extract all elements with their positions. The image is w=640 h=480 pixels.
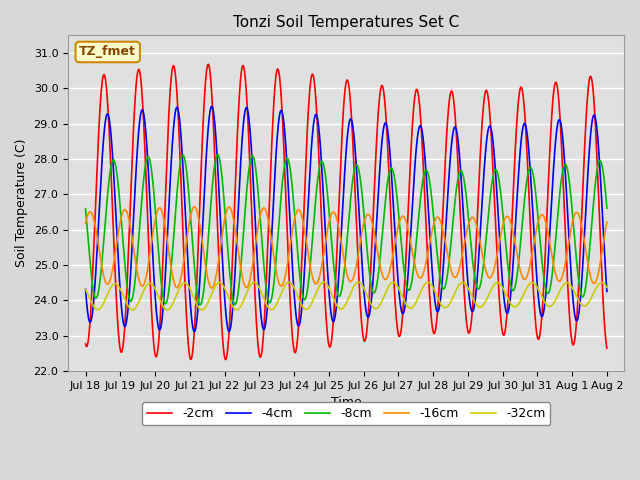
Text: TZ_fmet: TZ_fmet — [79, 46, 136, 59]
-8cm — [603, 205, 611, 211]
-16cm — [588, 278, 596, 284]
-2cm — [588, 80, 596, 85]
Line: -16cm: -16cm — [86, 207, 607, 288]
Legend: -2cm, -4cm, -8cm, -16cm, -32cm: -2cm, -4cm, -8cm, -16cm, -32cm — [142, 402, 550, 425]
Line: -32cm: -32cm — [86, 282, 607, 310]
-2cm — [108, 196, 116, 202]
Y-axis label: Soil Temperature (C): Soil Temperature (C) — [15, 139, 28, 267]
-16cm — [336, 229, 344, 235]
-8cm — [82, 206, 90, 212]
-32cm — [82, 287, 90, 292]
-32cm — [322, 280, 330, 286]
-32cm — [493, 280, 500, 286]
-2cm — [588, 78, 596, 84]
-2cm — [322, 309, 330, 314]
-8cm — [108, 159, 116, 165]
-4cm — [336, 260, 344, 266]
-2cm — [336, 185, 344, 191]
-8cm — [493, 168, 500, 173]
-16cm — [493, 255, 500, 261]
-4cm — [82, 287, 90, 292]
-4cm — [493, 185, 500, 191]
-32cm — [588, 293, 596, 299]
-4cm — [588, 119, 596, 125]
-16cm — [108, 269, 116, 275]
Title: Tonzi Soil Temperatures Set C: Tonzi Soil Temperatures Set C — [233, 15, 460, 30]
-16cm — [603, 219, 611, 225]
-4cm — [191, 329, 198, 335]
Line: -4cm: -4cm — [86, 107, 607, 332]
-8cm — [588, 217, 596, 223]
-4cm — [208, 104, 216, 109]
Line: -2cm: -2cm — [86, 64, 607, 360]
-8cm — [196, 302, 204, 308]
-32cm — [336, 306, 344, 312]
-8cm — [322, 175, 330, 180]
-4cm — [108, 146, 116, 152]
-16cm — [588, 279, 596, 285]
Line: -8cm: -8cm — [86, 155, 607, 305]
-2cm — [603, 345, 611, 351]
X-axis label: Time: Time — [331, 396, 362, 409]
-8cm — [588, 214, 596, 220]
-2cm — [204, 61, 212, 67]
-16cm — [322, 238, 330, 243]
-2cm — [493, 244, 500, 250]
-2cm — [82, 341, 90, 347]
-2cm — [221, 357, 229, 362]
-32cm — [588, 293, 596, 299]
-32cm — [108, 283, 116, 288]
-16cm — [191, 204, 198, 210]
-4cm — [322, 236, 330, 242]
-32cm — [198, 307, 205, 313]
-32cm — [603, 285, 611, 290]
-8cm — [336, 293, 344, 299]
-16cm — [82, 220, 90, 226]
-32cm — [320, 279, 328, 285]
-4cm — [603, 288, 611, 294]
-4cm — [588, 118, 596, 123]
-8cm — [214, 152, 221, 157]
-16cm — [208, 285, 216, 291]
